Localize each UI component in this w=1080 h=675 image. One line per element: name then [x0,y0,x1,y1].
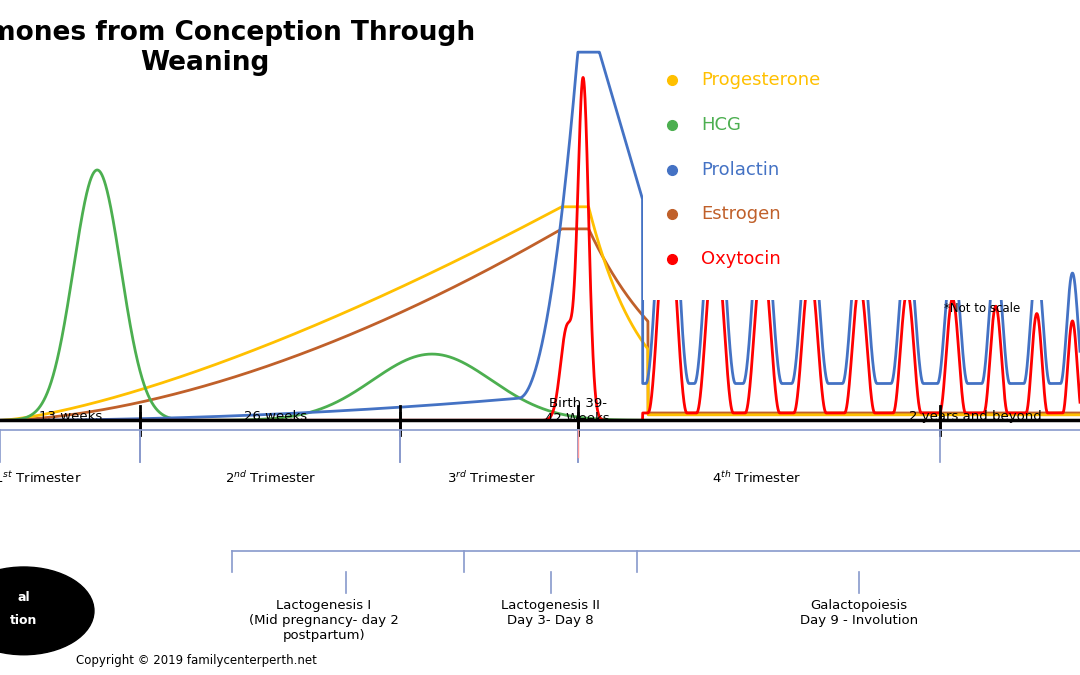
Text: HCG: HCG [701,115,741,134]
Text: Galactopoiesis
Day 9 - Involution: Galactopoiesis Day 9 - Involution [799,599,918,626]
Text: Estrogen: Estrogen [701,205,781,223]
Text: 3$^{rd}$ Trimester: 3$^{rd}$ Trimester [447,470,536,486]
Text: Birth 39-
42 Weeks: Birth 39- 42 Weeks [545,397,610,425]
Text: 26 weeks: 26 weeks [244,410,307,423]
Text: Lactogenesis II
Day 3- Day 8: Lactogenesis II Day 3- Day 8 [501,599,600,626]
Text: 2 years and beyond: 2 years and beyond [909,410,1042,423]
Text: tion: tion [10,614,38,628]
Text: 13 weeks: 13 weeks [39,410,102,423]
FancyBboxPatch shape [630,36,1071,308]
Text: Copyright © 2019 familycenterperth.net: Copyright © 2019 familycenterperth.net [76,654,316,667]
Text: *Not to scale: *Not to scale [944,302,1021,315]
Text: al: al [17,591,30,604]
Text: Lactogenesis I
(Mid pregnancy- day 2
postpartum): Lactogenesis I (Mid pregnancy- day 2 pos… [249,599,399,642]
Text: 4$^{th}$ Trimester: 4$^{th}$ Trimester [712,470,800,486]
Text: Oxytocin: Oxytocin [701,250,781,269]
Text: Hormones from Conception Through
Weaning: Hormones from Conception Through Weaning [0,20,475,76]
Text: 2$^{nd}$ Trimester: 2$^{nd}$ Trimester [225,470,315,486]
Text: Prolactin: Prolactin [701,161,779,179]
Text: Progesterone: Progesterone [701,71,820,89]
Text: 1$^{st}$ Trimester: 1$^{st}$ Trimester [0,470,82,486]
